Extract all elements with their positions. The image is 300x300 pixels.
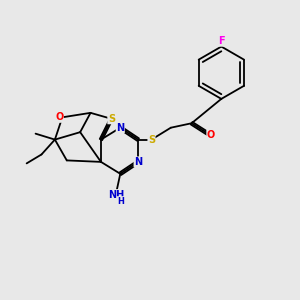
Text: S: S — [148, 135, 155, 145]
Text: N: N — [134, 157, 142, 167]
Text: N: N — [116, 123, 124, 133]
Text: O: O — [207, 130, 215, 140]
Text: S: S — [108, 114, 115, 124]
Text: F: F — [218, 36, 225, 46]
Text: H: H — [117, 196, 124, 206]
Text: NH: NH — [108, 190, 124, 200]
Text: O: O — [55, 112, 64, 122]
